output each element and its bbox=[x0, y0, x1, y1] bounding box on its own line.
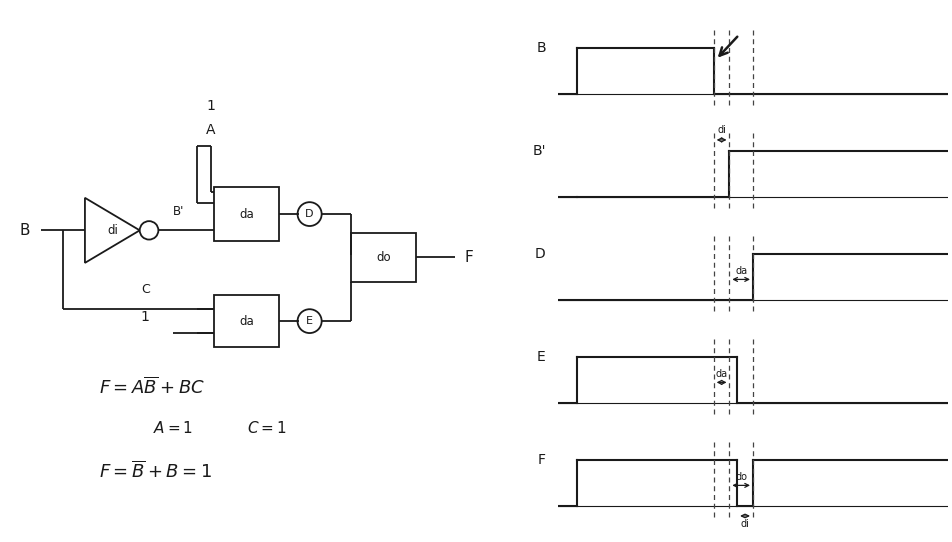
Text: E: E bbox=[306, 316, 313, 326]
Text: di: di bbox=[107, 224, 118, 237]
Text: 1: 1 bbox=[207, 99, 215, 113]
Text: $F= A\overline{B}+BC$: $F= A\overline{B}+BC$ bbox=[99, 377, 205, 398]
Text: da: da bbox=[239, 208, 253, 221]
Circle shape bbox=[297, 309, 322, 333]
Bar bbox=[350, 233, 416, 282]
Text: $A=1$: $A=1$ bbox=[153, 420, 193, 436]
Text: B': B' bbox=[172, 205, 184, 218]
Text: F: F bbox=[464, 250, 472, 265]
Text: B: B bbox=[19, 223, 30, 238]
Circle shape bbox=[297, 202, 322, 226]
Text: F: F bbox=[537, 453, 545, 467]
Text: D: D bbox=[534, 247, 545, 261]
Text: B': B' bbox=[532, 144, 545, 158]
Text: D: D bbox=[305, 209, 313, 219]
Bar bbox=[213, 295, 279, 347]
Text: di: di bbox=[717, 125, 725, 136]
Text: da: da bbox=[734, 266, 746, 276]
Text: da: da bbox=[239, 315, 253, 327]
Text: $F= \overline{B}+B=1$: $F= \overline{B}+B=1$ bbox=[99, 461, 211, 482]
Text: do: do bbox=[376, 251, 390, 264]
Text: da: da bbox=[715, 369, 727, 379]
Text: $C=1$: $C=1$ bbox=[247, 420, 286, 436]
Polygon shape bbox=[85, 198, 140, 263]
Circle shape bbox=[140, 221, 158, 240]
Text: A: A bbox=[206, 123, 215, 137]
Text: E: E bbox=[537, 350, 545, 364]
Text: 1: 1 bbox=[141, 310, 149, 324]
Text: C: C bbox=[141, 283, 149, 296]
Text: do: do bbox=[734, 472, 746, 482]
Bar bbox=[213, 187, 279, 241]
Text: B: B bbox=[536, 41, 545, 55]
Text: di: di bbox=[740, 519, 748, 528]
